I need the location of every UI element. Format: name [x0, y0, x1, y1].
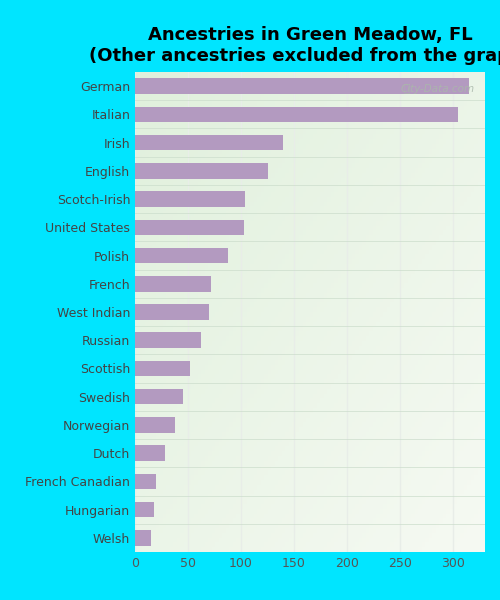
- Bar: [135, 361, 190, 376]
- Text: ⓘ: ⓘ: [403, 84, 410, 94]
- Bar: [135, 530, 151, 545]
- Bar: [135, 79, 469, 94]
- Bar: [135, 163, 268, 179]
- Bar: [135, 248, 228, 263]
- Bar: [135, 220, 244, 235]
- Bar: [135, 276, 212, 292]
- Bar: [135, 417, 175, 433]
- Text: City-Data.com: City-Data.com: [400, 84, 474, 94]
- Title: Ancestries in Green Meadow, FL
(Other ancestries excluded from the graph): Ancestries in Green Meadow, FL (Other an…: [89, 26, 500, 65]
- Bar: [135, 135, 284, 151]
- Bar: [135, 473, 156, 489]
- Bar: [135, 332, 201, 348]
- Bar: [135, 107, 458, 122]
- Bar: [135, 502, 154, 517]
- Bar: [135, 191, 246, 207]
- Bar: [135, 304, 209, 320]
- Bar: [135, 389, 182, 404]
- Bar: [135, 445, 164, 461]
